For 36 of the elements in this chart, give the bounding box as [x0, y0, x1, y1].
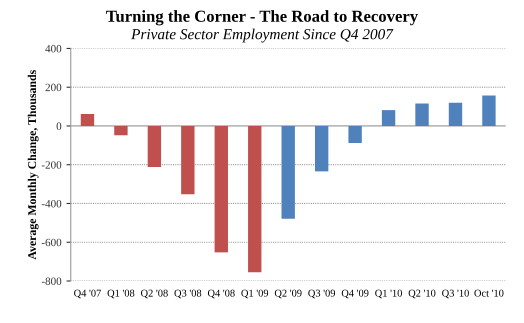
x-tick-label: Q4 '09: [342, 290, 368, 298]
bar: [314, 126, 328, 172]
x-tick-label: Q1 '10: [375, 290, 402, 298]
bar: [114, 126, 128, 136]
bar: [148, 126, 162, 168]
bar: [248, 126, 262, 272]
bar: [214, 126, 228, 252]
y-tick-label: -400: [42, 200, 62, 208]
x-tick-label: Q2 '08: [140, 290, 168, 298]
y-tick-label: -600: [42, 238, 62, 246]
x-tick-label: Q3 '10: [442, 290, 469, 298]
x-tick-label: Q3 '08: [174, 290, 202, 298]
bar: [282, 126, 295, 219]
x-tick-label: Q2 '10: [408, 290, 436, 298]
x-tick-label: Q1 '09: [241, 290, 268, 298]
chart-subtitle: Private Sector Employment Since Q4 2007: [131, 28, 394, 42]
y-tick-label: -800: [42, 277, 62, 285]
bar: [80, 114, 94, 126]
y-tick-label: 200: [46, 84, 62, 92]
x-tick-label: Oct '10: [474, 290, 504, 297]
x-tick-label: Q4 '07: [74, 290, 101, 298]
x-tick-label: Q3 '09: [308, 290, 336, 298]
chart-title: Turning the Corner - The Road to Recovery: [106, 10, 418, 26]
bar: [382, 110, 396, 126]
bar: [181, 126, 195, 194]
bar: [415, 103, 429, 126]
x-tick-label: Q2 '09: [274, 290, 302, 298]
x-tick-label: Q1 '08: [108, 290, 134, 298]
bar: [482, 96, 496, 126]
y-tick-label: -200: [42, 161, 62, 169]
y-tick-label: 0: [56, 122, 62, 130]
bar: [348, 126, 362, 144]
x-tick-label: Q4 '08: [208, 290, 235, 298]
bar: [448, 102, 462, 126]
y-axis-title: Average Monthly Change, Thousands: [28, 70, 39, 260]
y-tick-label: 400: [45, 44, 62, 52]
